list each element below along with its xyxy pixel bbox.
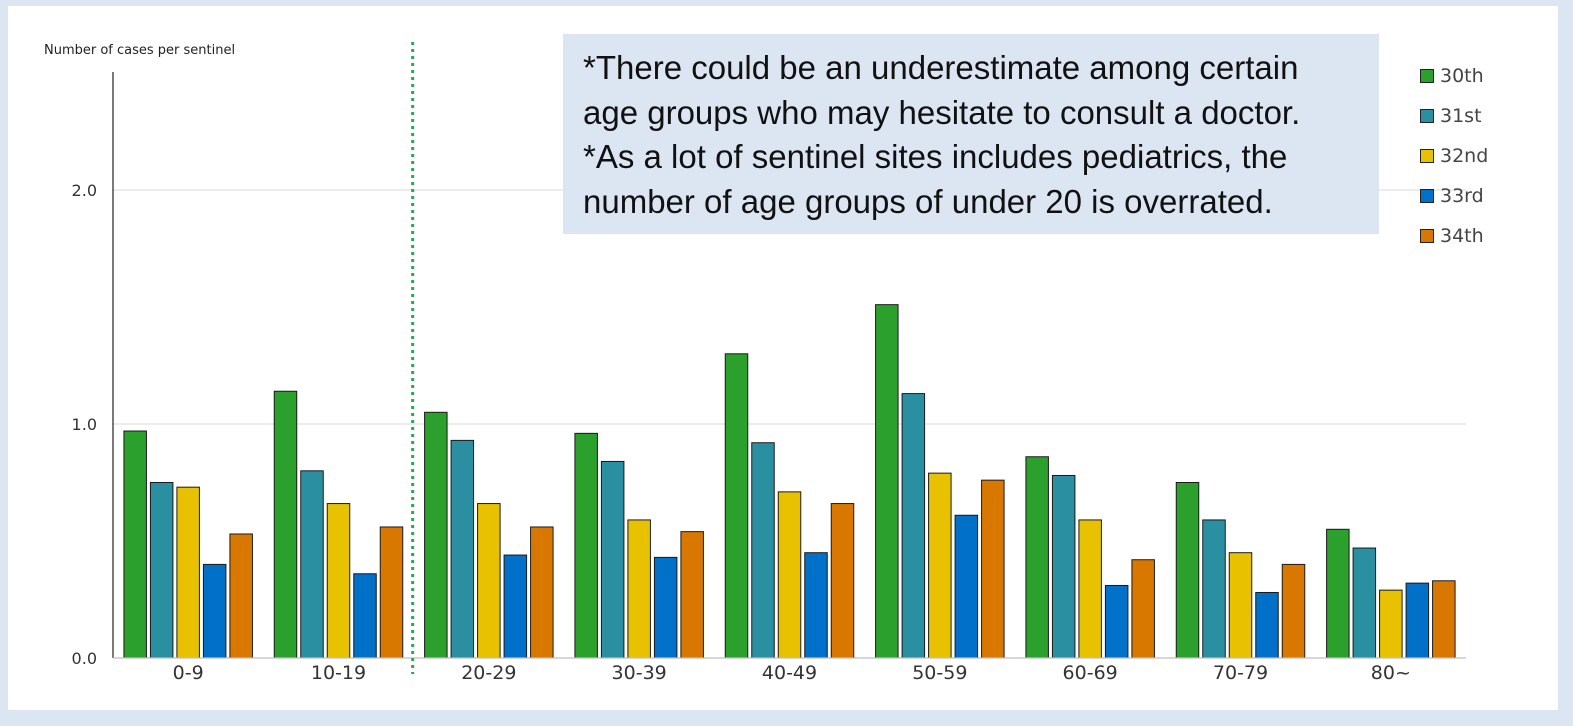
bar-32nd-10-19 xyxy=(326,503,351,659)
bar-30th-60-69 xyxy=(1025,456,1049,659)
bar-32nd-60-69 xyxy=(1078,519,1102,659)
bar-33rd-60-69 xyxy=(1104,584,1129,659)
bar-31st-40-49 xyxy=(751,442,775,659)
bar-30th-30-39 xyxy=(574,432,598,659)
bar-33rd-80~ xyxy=(1405,582,1430,659)
bar-34th-20-29 xyxy=(530,526,554,659)
legend-item-32nd: 32nd xyxy=(1420,136,1488,176)
bar-32nd-40-49 xyxy=(777,491,802,659)
bar-34th-80~ xyxy=(1432,580,1456,659)
legend-item-33rd: 33rd xyxy=(1420,176,1488,216)
bar-34th-70-79 xyxy=(1281,563,1306,659)
bar-31st-50-59 xyxy=(901,393,926,659)
legend-item-31st: 31st xyxy=(1420,96,1488,136)
x-tick-label: 60-69 xyxy=(1063,662,1118,684)
bar-33rd-20-29 xyxy=(503,554,528,659)
bar-33rd-0-9 xyxy=(202,563,227,659)
bar-31st-70-79 xyxy=(1202,519,1226,659)
annotation-line: *There could be an underestimate among c… xyxy=(583,49,1299,86)
bar-31st-60-69 xyxy=(1051,474,1076,659)
bar-34th-30-39 xyxy=(680,531,704,659)
bar-32nd-50-59 xyxy=(928,472,952,659)
legend-swatch xyxy=(1420,109,1434,123)
bar-31st-80~ xyxy=(1352,547,1377,659)
bar-31st-0-9 xyxy=(149,482,174,659)
y-tick-label: 1.0 xyxy=(72,415,97,434)
bar-32nd-70-79 xyxy=(1228,552,1253,659)
bar-30th-70-79 xyxy=(1175,482,1200,659)
x-tick-label: 50-59 xyxy=(912,662,967,684)
x-tick-label: 40-49 xyxy=(762,662,817,684)
legend-label: 34th xyxy=(1440,225,1484,247)
legend-label: 33rd xyxy=(1440,185,1484,207)
bar-33rd-10-19 xyxy=(353,573,377,659)
legend-swatch xyxy=(1420,189,1434,203)
bar-31st-30-39 xyxy=(600,460,625,659)
y-axis-title: Number of cases per sentinel xyxy=(44,43,236,58)
x-tick-label: 20-29 xyxy=(461,662,516,684)
legend-item-34th: 34th xyxy=(1420,216,1488,256)
bar-32nd-20-29 xyxy=(477,503,501,659)
annotation-line: *As a lot of sentinel sites includes ped… xyxy=(583,138,1288,175)
bar-34th-0-9 xyxy=(229,533,253,659)
y-tick-label: 0.0 xyxy=(72,649,97,668)
bar-33rd-50-59 xyxy=(954,514,979,659)
bar-30th-80~ xyxy=(1326,528,1350,659)
annotation-line: number of age groups of under 20 is over… xyxy=(583,182,1273,220)
legend: 30th 31st 32nd 33rd 34th xyxy=(1420,56,1488,256)
bar-30th-50-59 xyxy=(875,304,899,659)
legend-label: 30th xyxy=(1440,65,1484,87)
bar-30th-10-19 xyxy=(273,390,298,659)
x-tick-label: 70-79 xyxy=(1213,662,1268,684)
annotation-line: age groups who may hesitate to consult a… xyxy=(583,93,1301,131)
bar-32nd-30-39 xyxy=(627,519,651,659)
bar-34th-60-69 xyxy=(1131,559,1155,659)
bar-32nd-80~ xyxy=(1379,589,1403,659)
annotation-note: *There could be an underestimate among c… xyxy=(563,34,1379,234)
legend-swatch xyxy=(1420,229,1434,243)
x-tick-label: 10-19 xyxy=(311,662,366,684)
bar-30th-20-29 xyxy=(424,411,448,659)
bar-33rd-70-79 xyxy=(1255,591,1279,659)
legend-label: 32nd xyxy=(1440,145,1489,167)
bar-34th-10-19 xyxy=(379,526,404,659)
bar-31st-20-29 xyxy=(450,439,475,659)
legend-label: 31st xyxy=(1440,105,1482,127)
bar-33rd-30-39 xyxy=(653,556,678,659)
y-tick-label: 2.0 xyxy=(72,181,97,200)
chart-frame: 0.0 1.0 2.0 0-9 10-19 20-29 30-39 40-49 50-59 60-… xyxy=(8,6,1558,710)
x-tick-label: 0-9 xyxy=(173,662,204,684)
x-tick-label: 80~ xyxy=(1371,662,1411,684)
legend-swatch xyxy=(1420,149,1434,163)
bar-34th-50-59 xyxy=(981,479,1005,659)
bar-34th-40-49 xyxy=(830,503,855,659)
bar-33rd-40-49 xyxy=(804,552,828,659)
bar-chart: 0.0 1.0 2.0 0-9 10-19 20-29 30-39 40-49 50-59 60-… xyxy=(72,42,1466,684)
bar-31st-10-19 xyxy=(300,470,324,659)
legend-swatch xyxy=(1420,69,1434,83)
x-tick-label: 30-39 xyxy=(612,662,667,684)
bar-30th-0-9 xyxy=(123,430,147,659)
legend-item-30th: 30th xyxy=(1420,56,1488,96)
bar-32nd-0-9 xyxy=(176,486,200,659)
bar-30th-40-49 xyxy=(724,353,749,659)
